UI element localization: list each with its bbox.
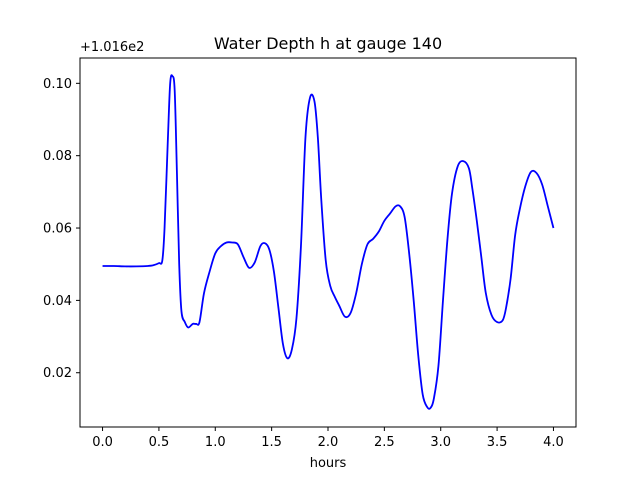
chart-title: Water Depth h at gauge 140: [214, 34, 442, 53]
x-tick-label: 0.0: [92, 435, 113, 450]
x-axis: 0.0 0.5 1.0 1.5 2.0 2.5 3.0 3.5 4.0: [92, 427, 564, 450]
x-tick-label: 3.0: [430, 435, 451, 450]
y-tick-label: 0.10: [43, 77, 72, 92]
x-tick-label: 0.5: [149, 435, 170, 450]
y-axis: 0.02 0.04 0.06 0.08 0.10: [43, 77, 80, 381]
y-axis-offset-label: +1.016e2: [80, 40, 144, 55]
x-tick-label: 1.0: [205, 435, 226, 450]
x-tick-label: 1.5: [261, 435, 282, 450]
x-tick-label: 2.5: [374, 435, 395, 450]
y-tick-label: 0.02: [43, 366, 72, 381]
y-tick-label: 0.06: [43, 222, 72, 237]
y-tick-label: 0.04: [43, 294, 72, 309]
x-tick-label: 2.0: [318, 435, 339, 450]
x-axis-label: hours: [310, 456, 347, 471]
x-tick-label: 4.0: [543, 435, 564, 450]
y-tick-label: 0.08: [43, 149, 72, 164]
x-tick-label: 3.5: [487, 435, 508, 450]
series-line-water-depth: [102, 74, 555, 410]
